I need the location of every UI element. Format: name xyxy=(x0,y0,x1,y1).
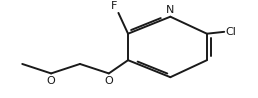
Text: F: F xyxy=(111,1,117,11)
Text: O: O xyxy=(104,76,113,86)
Text: O: O xyxy=(47,76,55,86)
Text: Cl: Cl xyxy=(225,27,236,37)
Text: N: N xyxy=(166,5,174,15)
